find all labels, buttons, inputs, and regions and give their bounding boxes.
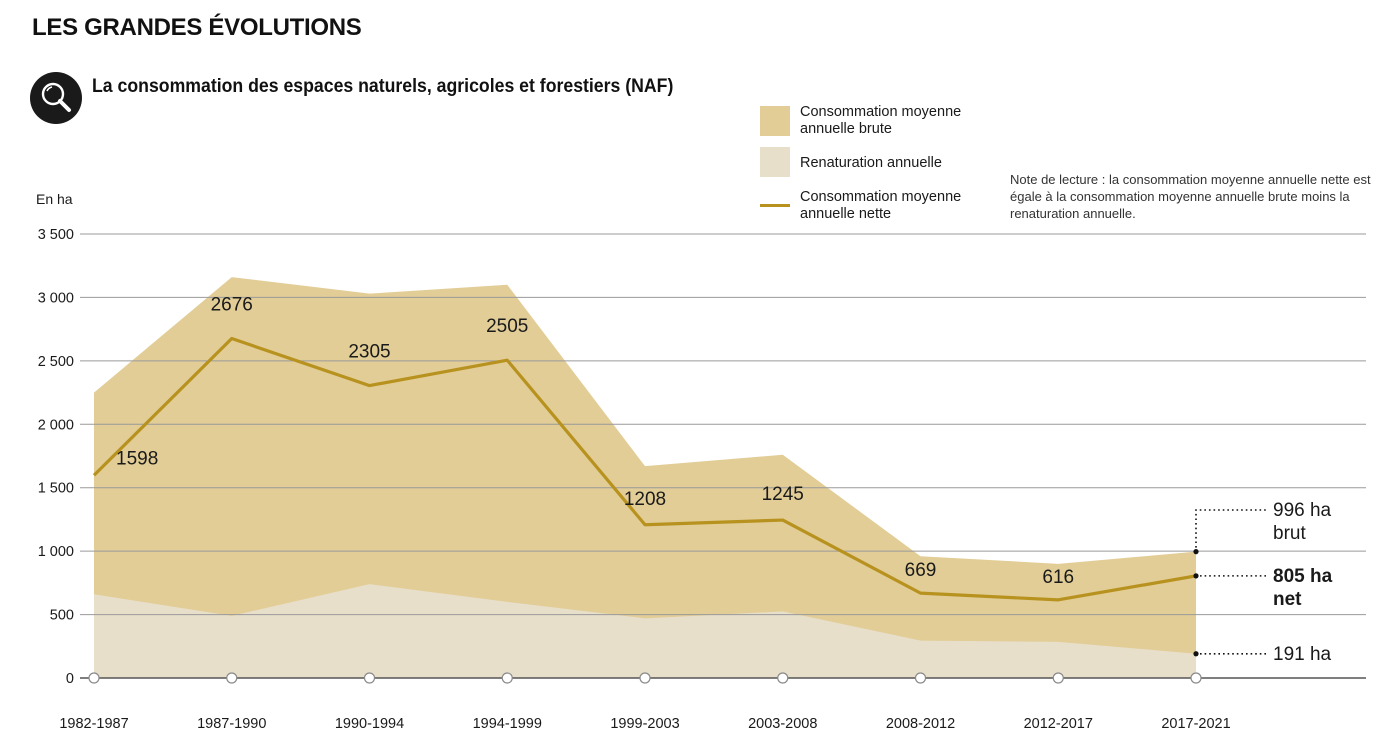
x-tick-label: 1999-2003 [610, 716, 679, 732]
data-label: 669 [905, 560, 937, 581]
y-tick-label: 1 000 [38, 544, 74, 560]
data-label: 616 [1042, 567, 1074, 588]
data-label: 2505 [486, 316, 528, 337]
data-label: 1598 [116, 448, 158, 469]
annotation-dot [1193, 549, 1199, 555]
data-label: 1245 [762, 484, 804, 505]
data-label: 2676 [211, 295, 253, 316]
x-axis-marker [501, 672, 513, 684]
annotation-label: 191 ha [1273, 644, 1332, 665]
y-tick-label: 0 [66, 671, 74, 687]
x-tick-label: 2017-2021 [1161, 716, 1230, 732]
annotation-label: 996 ha [1273, 500, 1332, 521]
x-axis-marker [639, 672, 651, 684]
x-axis-marker [914, 672, 927, 684]
x-axis-marker [88, 672, 100, 684]
x-axis-marker [777, 672, 789, 684]
y-axis-unit: En ha [36, 191, 73, 207]
y-tick-label: 1 500 [38, 481, 74, 497]
y-tick-label: 500 [50, 608, 74, 624]
legend-line-nette [760, 204, 790, 207]
x-tick-label: 1982-1987 [59, 716, 128, 732]
y-tick-label: 3 000 [38, 290, 74, 306]
y-tick-label: 2 000 [38, 417, 74, 433]
x-axis-marker [363, 672, 376, 684]
y-tick-label: 2 500 [38, 354, 74, 370]
legend-label-renaturation: Renaturation annuelle [800, 155, 942, 171]
data-label: 2305 [348, 342, 390, 363]
annotation-dot [1193, 573, 1199, 579]
y-tick-label: 3 500 [38, 227, 74, 243]
annotation-sublabel: net [1273, 589, 1302, 610]
data-label: 1208 [624, 489, 666, 510]
legend-swatch-renaturation [760, 147, 790, 177]
legend-label-brute: Consommation moyenne annuelle brute [800, 104, 962, 137]
annotation-leader [1195, 509, 1267, 548]
annotation-dot [1193, 651, 1199, 657]
x-tick-label: 2008-2012 [886, 716, 955, 732]
x-tick-label: 2012-2017 [1024, 716, 1093, 732]
annotation-label: 805 ha [1273, 566, 1333, 587]
chart-title: La consommation des espaces naturels, ag… [92, 76, 674, 97]
legend-swatch-brute [760, 106, 790, 136]
x-tick-label: 2003-2008 [748, 716, 817, 732]
legend-label-nette: Consommation moyenne annuelle nette [800, 189, 962, 222]
search-icon [30, 72, 82, 124]
line-net [92, 336, 1197, 602]
x-tick-label: 1987-1990 [197, 716, 266, 732]
x-tick-label: 1990-1994 [335, 716, 404, 732]
x-axis-marker [1190, 672, 1202, 684]
annotation-sublabel: brut [1273, 523, 1306, 544]
reading-note: Note de lecture : la consommation moyenn… [1010, 172, 1371, 221]
area-renaturation [94, 584, 1196, 678]
x-tick-label: 1994-1999 [473, 716, 542, 732]
x-axis-marker [1052, 672, 1064, 684]
area-brute [94, 277, 1196, 678]
section-title: LES GRANDES ÉVOLUTIONS [32, 14, 362, 41]
x-axis-marker [226, 672, 238, 684]
